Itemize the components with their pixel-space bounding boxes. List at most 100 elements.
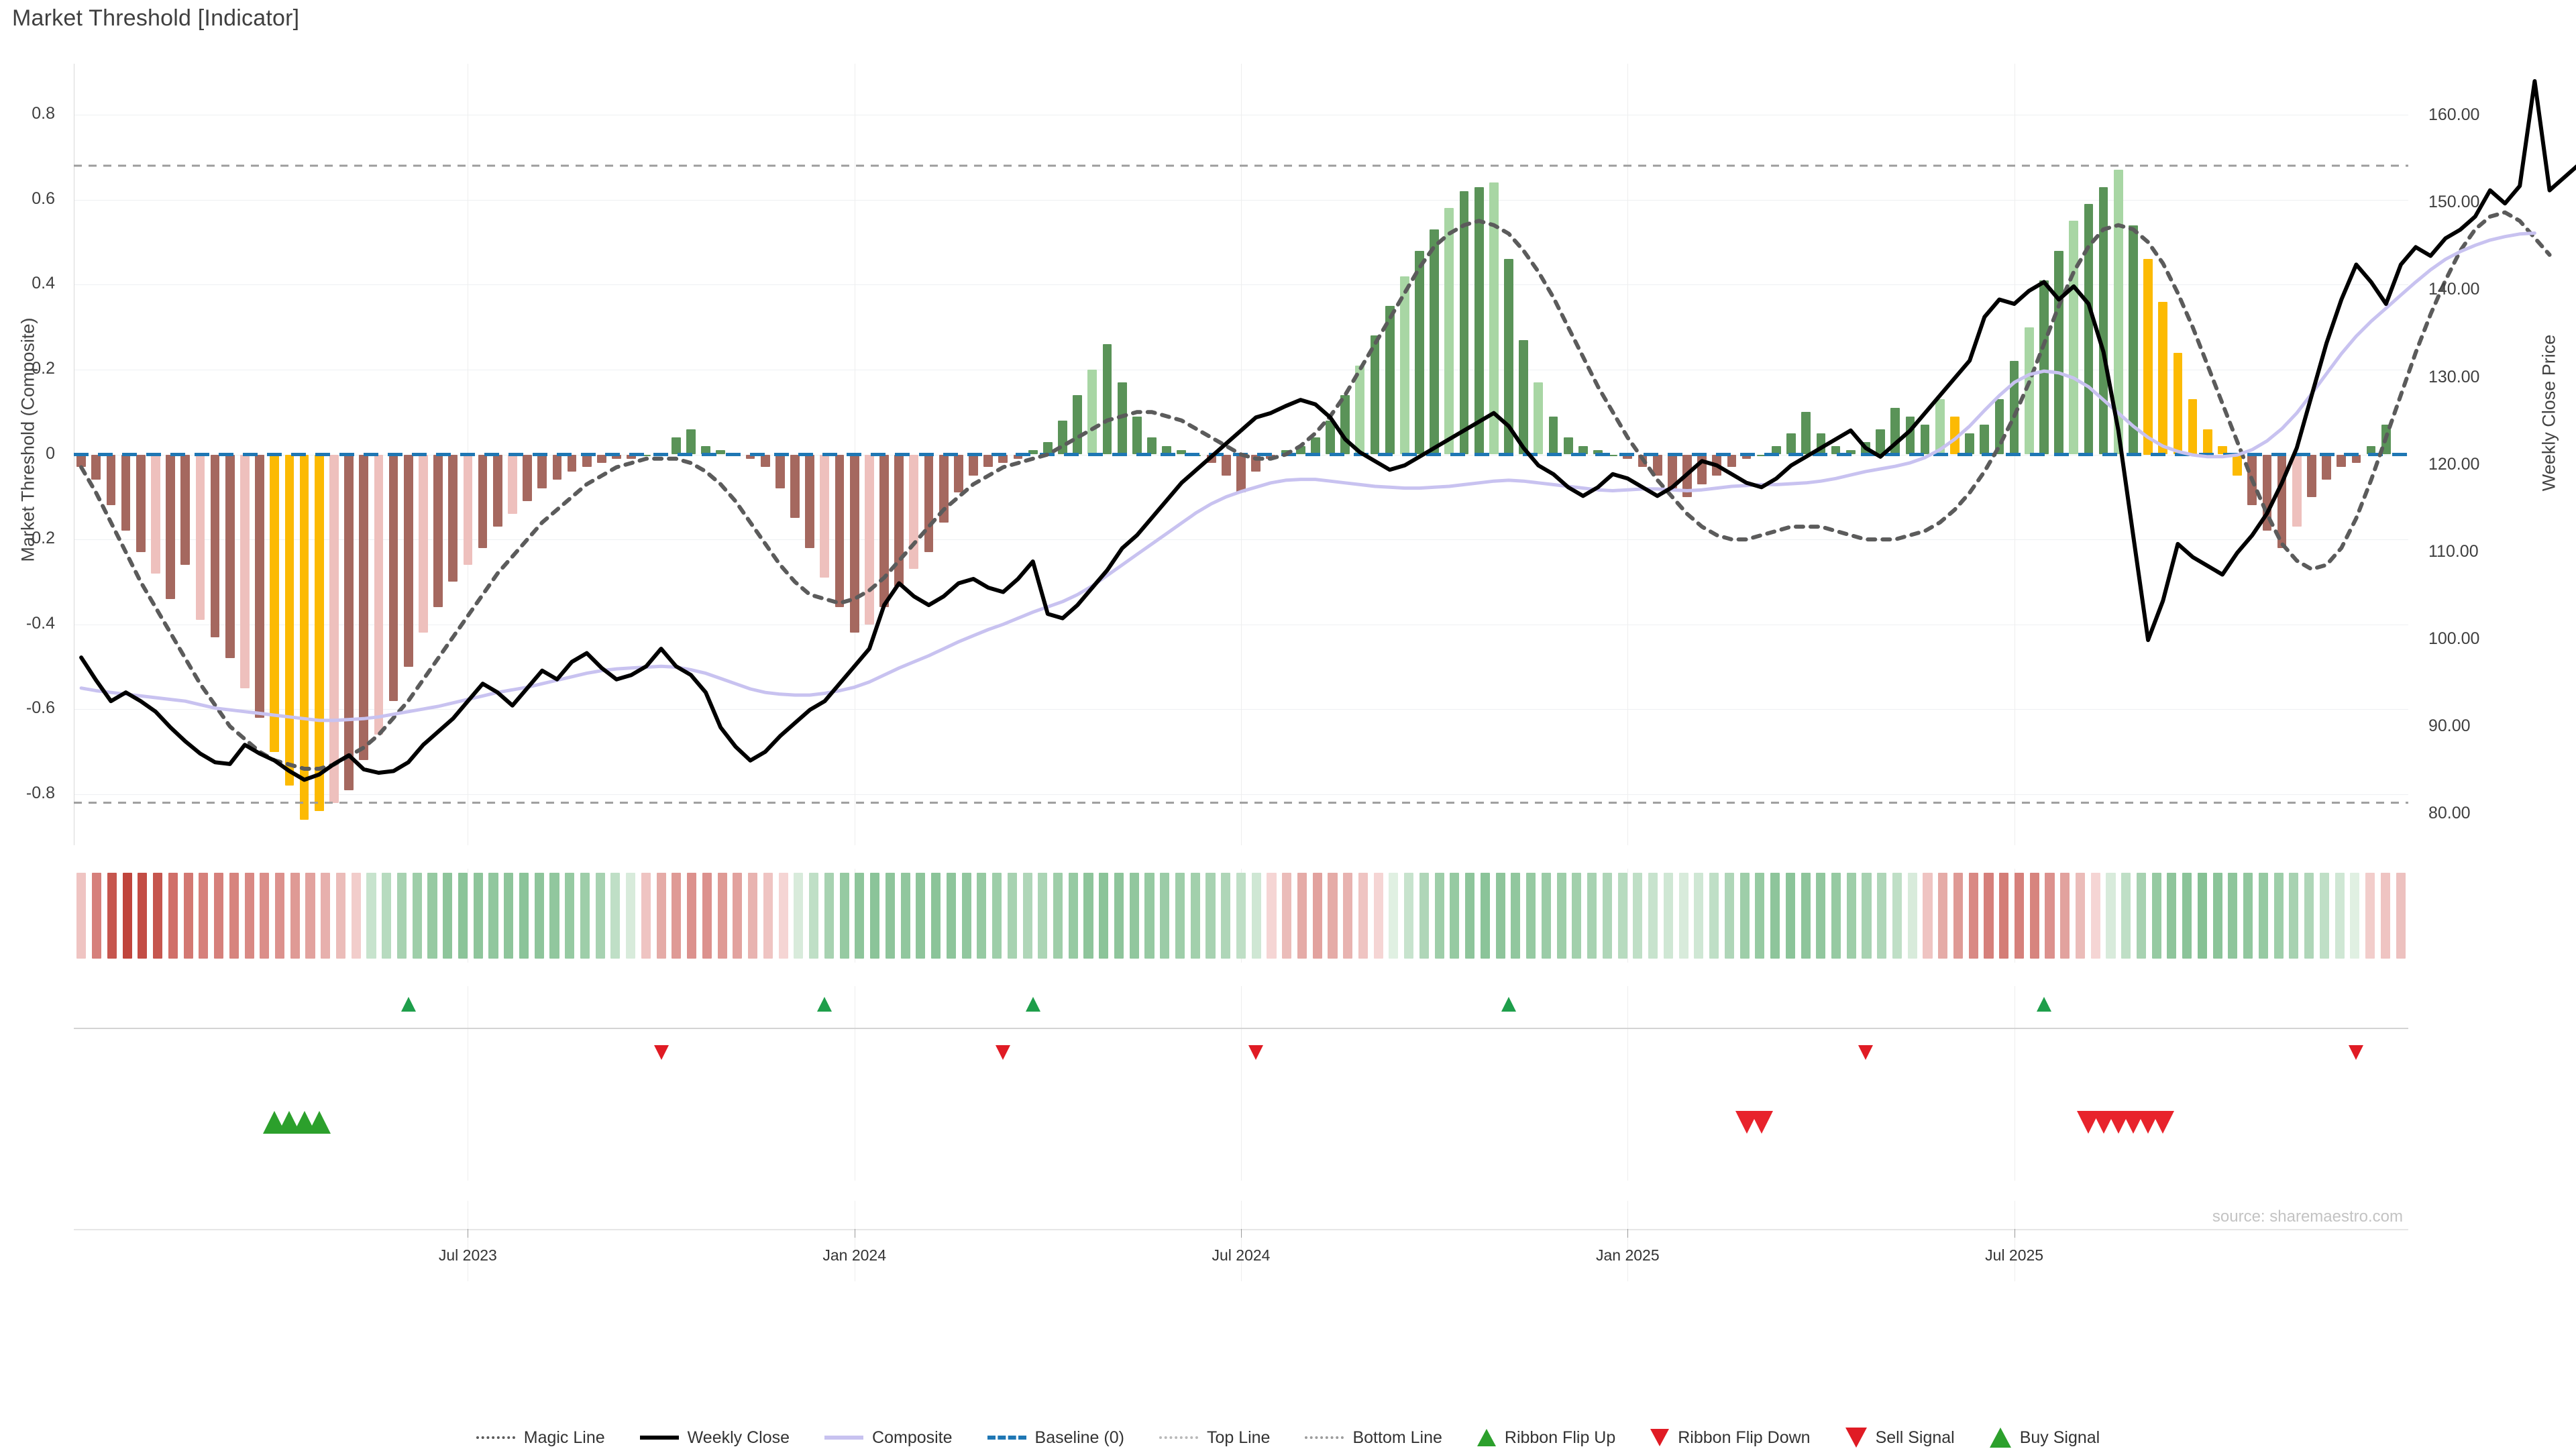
histogram-bar <box>1355 365 1365 455</box>
ribbon-cell <box>946 873 956 959</box>
ribbon-cell <box>1785 873 1795 959</box>
ribbon-cell <box>412 873 422 959</box>
ribbon-cell <box>1297 873 1307 959</box>
ribbon-cell <box>1846 873 1856 959</box>
histogram-bar <box>760 454 770 468</box>
indicator-plot-panel <box>74 64 2576 845</box>
ribbon-cell <box>1358 873 1368 959</box>
ribbon-cell <box>275 873 285 959</box>
ribbon-cell <box>549 873 559 959</box>
ribbon-cell <box>1953 873 1964 959</box>
page-title: Market Threshold [Indicator] <box>12 5 300 31</box>
ribbon-cell <box>1862 873 1872 959</box>
legend-swatch-dotted-mid-icon <box>1305 1436 1344 1439</box>
right-axis-tick-label: 110.00 <box>2428 541 2479 561</box>
ribbon-cell <box>2060 873 2070 959</box>
histogram-bar <box>1831 445 1841 455</box>
ribbon-cell <box>1312 873 1322 959</box>
ribbon-cell <box>855 873 865 959</box>
histogram-bar <box>1102 343 1112 455</box>
ribbon-cell <box>138 873 148 959</box>
ribbon-flip-up-marker <box>2036 997 2051 1012</box>
ribbon-cell <box>733 873 743 959</box>
ribbon-cell <box>519 873 529 959</box>
ribbon-cell <box>626 873 636 959</box>
histogram-bar <box>1013 454 1023 459</box>
legend-label: Ribbon Flip Up <box>1504 1428 1616 1447</box>
histogram-bar <box>2024 327 2034 455</box>
histogram-bar <box>419 454 428 633</box>
right-axis-tick-label: 90.00 <box>2428 716 2471 736</box>
ribbon-cell <box>1068 873 1078 959</box>
histogram-bar <box>1935 399 1945 455</box>
left-axis-tick-label: -0.8 <box>25 784 55 803</box>
ribbon-cell <box>1205 873 1216 959</box>
ribbon-cell <box>2029 873 2039 959</box>
histogram-bar <box>463 454 473 566</box>
left-axis-tick-label: 0.4 <box>32 274 55 293</box>
histogram-bar <box>2366 445 2376 455</box>
ribbon-cell <box>900 873 910 959</box>
ribbon-cell <box>687 873 697 959</box>
legend-label: Composite <box>872 1428 953 1447</box>
legend-item: Sell Signal <box>1845 1428 1955 1448</box>
ribbon-cell <box>916 873 926 959</box>
ribbon-cell <box>1633 873 1643 959</box>
right-axis-tick-label: 160.00 <box>2428 105 2480 125</box>
x-axis-tick-label: Jan 2025 <box>1595 1246 1660 1264</box>
left-axis-tick-label: 0.8 <box>32 103 55 123</box>
left-axis-tick-label: -0.6 <box>25 698 55 718</box>
ribbon-cell <box>2258 873 2268 959</box>
ribbon-cell <box>427 873 437 959</box>
ribbon-cell <box>2182 873 2192 959</box>
histogram-bar <box>1028 450 1038 455</box>
ribbon-cell <box>2045 873 2055 959</box>
ribbon-cell <box>580 873 590 959</box>
ribbon-cell <box>1129 873 1139 959</box>
legend-swatch-tri-dn-sig-icon <box>1845 1428 1867 1448</box>
histogram-bar <box>1519 339 1528 455</box>
legend-item: Magic Line <box>476 1428 605 1448</box>
ribbon-cell <box>443 873 453 959</box>
histogram-bar <box>969 454 978 476</box>
histogram-bar <box>701 445 710 455</box>
ribbon-cell <box>2090 873 2100 959</box>
histogram-bar <box>849 454 859 633</box>
ribbon-flip-down-marker <box>2349 1045 2364 1060</box>
histogram-bar <box>924 454 934 553</box>
histogram-bar <box>1221 454 1231 476</box>
ribbon-cell <box>229 873 239 959</box>
histogram-bar <box>835 454 845 608</box>
histogram-bar <box>983 454 994 468</box>
histogram-bar <box>299 454 309 820</box>
ribbon-cell <box>1267 873 1277 959</box>
histogram-bar <box>388 454 398 701</box>
histogram-bar <box>686 429 696 455</box>
ribbon-cell <box>2197 873 2207 959</box>
ribbon-cell <box>1984 873 1994 959</box>
ribbon-cell <box>1587 873 1597 959</box>
legend-label: Top Line <box>1206 1428 1271 1447</box>
ribbon-cell <box>122 873 132 959</box>
legend-label: Magic Line <box>523 1428 605 1447</box>
legend-swatch-solid-black-icon <box>639 1436 679 1440</box>
histogram-bar <box>1920 425 1930 455</box>
ribbon-cell <box>1541 873 1551 959</box>
histogram-bar <box>1548 416 1558 455</box>
buy-signal-marker <box>307 1111 331 1134</box>
histogram-bar <box>374 454 384 735</box>
histogram-bar <box>284 454 294 786</box>
histogram-bar <box>953 454 963 493</box>
ribbon-cell <box>870 873 880 959</box>
histogram-bar <box>1623 454 1633 459</box>
ribbon-cell <box>153 873 163 959</box>
histogram-bar <box>2084 203 2094 455</box>
histogram-bar <box>2202 429 2212 455</box>
histogram-bar <box>359 454 369 761</box>
ribbon-cell <box>214 873 224 959</box>
left-axis-tick-label: 0.2 <box>32 358 55 378</box>
source-attribution: source: sharemaestro.com <box>2212 1208 2403 1226</box>
histogram-bar <box>1177 450 1187 455</box>
vertical-gridline <box>1241 986 1242 1181</box>
ribbon-flip-down-marker <box>653 1045 669 1060</box>
